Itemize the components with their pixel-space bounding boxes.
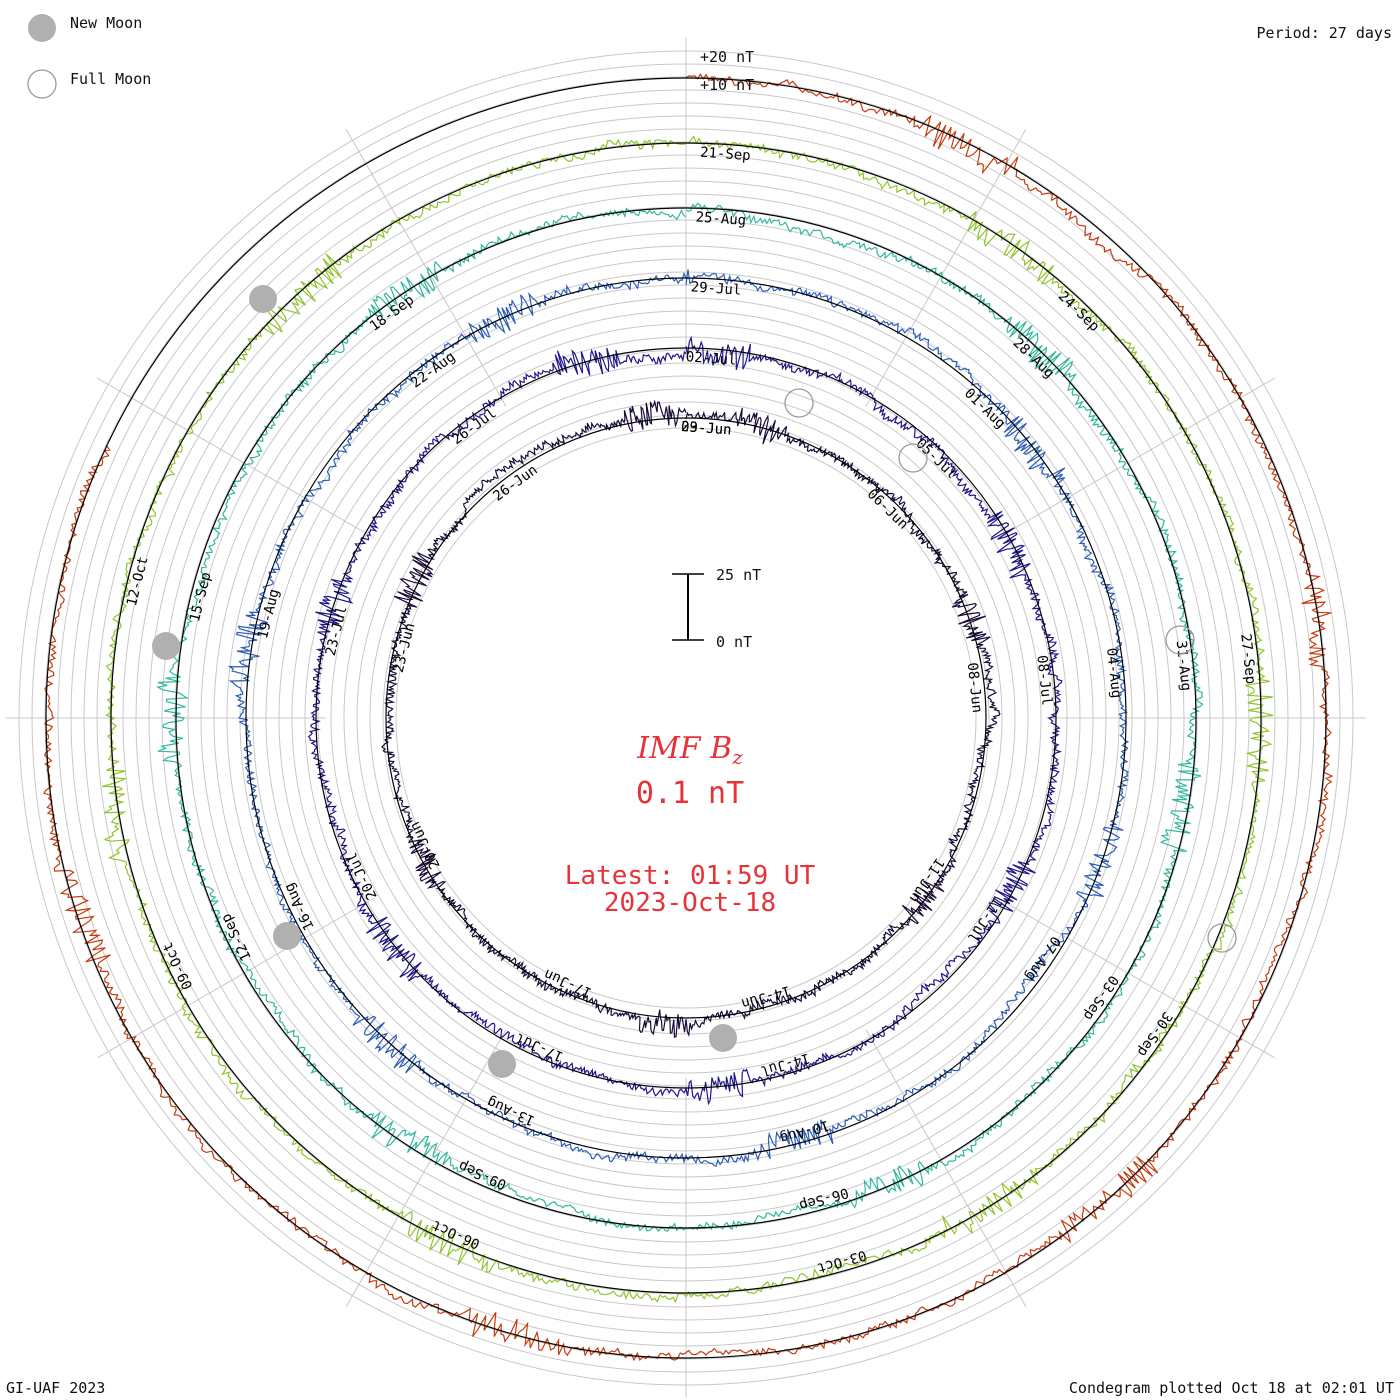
grid-spoke — [96, 377, 375, 539]
grid-ring — [356, 388, 1016, 1048]
new-moon-marker — [249, 285, 277, 313]
series-trace — [43, 73, 1334, 1362]
grid-ring — [226, 258, 1146, 1178]
date-label: 02-Jul — [685, 349, 737, 368]
series-trace — [102, 135, 1274, 1304]
scale-bar: 25 nT 0 nT — [672, 566, 761, 651]
center-value: 0.1 nT — [636, 776, 744, 811]
scale-bottom-label: 0 nT — [716, 633, 752, 651]
grid-spokes — [6, 38, 1366, 1398]
date-label: 29-Jul — [690, 279, 742, 298]
series-trace — [381, 399, 1001, 1038]
latest-date: 2023-Oct-18 — [604, 888, 776, 918]
baseline-circle — [175, 207, 1197, 1229]
data-traces — [43, 73, 1334, 1362]
latest-time: Latest: 01:59 UT — [565, 861, 816, 891]
scale-plus20-label: +20 nT — [700, 48, 754, 66]
date-label: 25-Aug — [695, 209, 747, 228]
baseline-circle — [315, 347, 1057, 1089]
grid-ring — [395, 427, 977, 1009]
grid-ring — [291, 323, 1081, 1113]
date-label: 26-Jul — [449, 405, 499, 448]
moon-markers — [152, 285, 1237, 1078]
full-moon-label: Full Moon — [70, 70, 151, 88]
baseline-circle — [385, 417, 987, 1019]
grid-spoke — [345, 1029, 507, 1308]
date-label: 04-Aug — [1103, 647, 1124, 699]
grid-ring — [330, 362, 1042, 1074]
date-label: 13-Aug — [485, 1093, 538, 1128]
date-label: 19-Aug — [255, 587, 283, 640]
grid-spoke — [865, 128, 1027, 407]
date-label: 08-Jul — [1033, 654, 1054, 706]
date-label: 24-Sep — [1055, 288, 1102, 335]
grid-ring — [369, 401, 1003, 1035]
grid-spoke — [997, 897, 1276, 1059]
new-moon-label: New Moon — [70, 14, 142, 32]
grid-spoke — [345, 128, 507, 407]
period-label: Period: 27 days — [1257, 24, 1392, 42]
scale-top-label: 25 nT — [716, 566, 761, 584]
date-label: 05-Jul — [912, 436, 959, 483]
grid-ring — [200, 232, 1172, 1204]
grid-ring — [343, 375, 1029, 1061]
series-trace — [307, 335, 1063, 1106]
date-label: 20-Jun — [407, 819, 444, 871]
new-moon-marker — [488, 1050, 516, 1078]
date-label: 17-Jun — [542, 965, 595, 1000]
grid-spoke — [865, 1029, 1027, 1308]
new-moon-marker — [709, 1024, 737, 1052]
date-label: 03-Jun — [680, 419, 732, 438]
full-moon-marker — [784, 388, 814, 418]
center-title: IMF Bz — [636, 731, 743, 769]
plotted-label: Condegram plotted Oct 18 at 02:01 UT — [1069, 1379, 1394, 1397]
date-label: 27-Sep — [1237, 633, 1258, 685]
new-moon-marker — [152, 632, 180, 660]
new-moon-marker — [273, 922, 301, 950]
date-label: 21-Sep — [700, 145, 752, 164]
scale-plus10-label: +10 nT — [700, 76, 754, 94]
grid-ring — [304, 336, 1068, 1100]
grid-ring — [213, 245, 1159, 1191]
full-moon-icon — [27, 69, 57, 99]
new-moon-icon — [28, 14, 56, 42]
full-moon-marker — [1207, 923, 1237, 953]
grid-spoke — [997, 377, 1276, 539]
date-label: 17-Jul — [513, 1029, 566, 1064]
baseline-circles — [45, 77, 1327, 1359]
date-label: 29-Jun — [680, 419, 732, 438]
date-label: 08-Jun — [964, 662, 985, 714]
baseline-circle — [110, 142, 1262, 1294]
credit-label: GI-UAF 2023 — [6, 1379, 105, 1397]
baseline-circle — [245, 277, 1127, 1159]
series-trace — [227, 269, 1130, 1167]
grid-spoke — [96, 897, 375, 1059]
full-moon-marker — [1165, 625, 1195, 655]
date-label: 31-Aug — [1173, 640, 1194, 692]
baseline-circle — [45, 77, 1327, 1359]
date-label: 20-Jul — [344, 850, 381, 902]
full-moon-marker — [898, 443, 928, 473]
